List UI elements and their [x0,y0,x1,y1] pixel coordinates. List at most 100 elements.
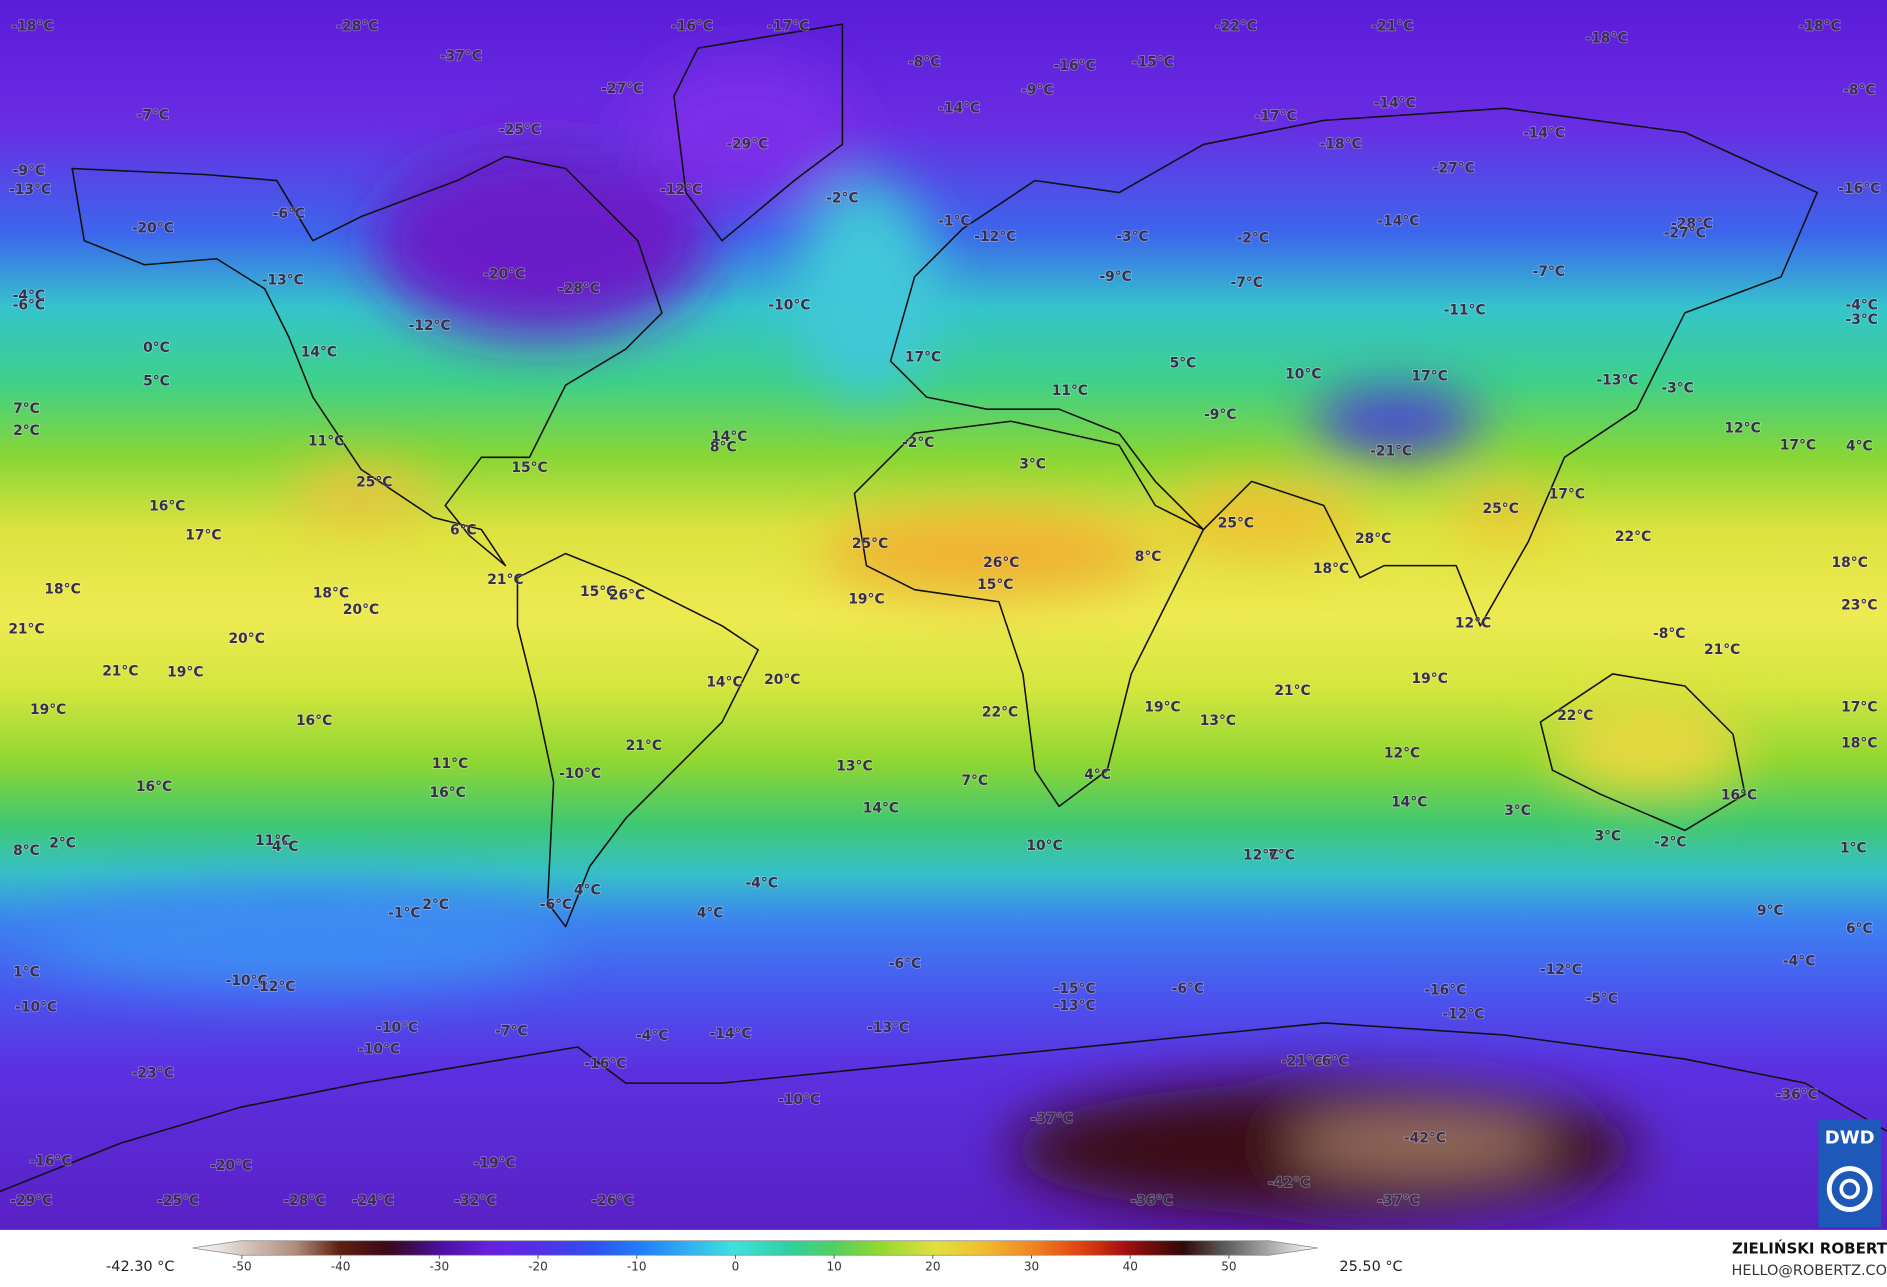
temperature-label: -10°C [226,973,268,989]
temperature-label: 11°C [432,756,468,772]
temperature-label: -16°C [1054,58,1096,74]
temperature-label: -19°C [474,1156,516,1172]
temperature-label: -10°C [358,1041,400,1057]
temperature-label: -7°C [137,108,169,124]
temperature-label: -7°C [1533,264,1565,280]
blob [1287,1113,1553,1174]
temperature-label: 6°C [450,523,477,539]
temperature-label: 20°C [343,602,379,618]
blob [36,890,566,987]
temperature-label: 8°C [13,843,40,859]
temperature-label: 7°C [961,773,988,789]
temperature-label: -28°C [1671,216,1713,232]
temperature-label: -14°C [1374,96,1416,112]
temperature-label: -12°C [253,979,295,995]
temperature-label: 8°C [1135,549,1162,565]
temperature-label: -13°C [867,1020,909,1036]
temperature-label: 4°C [1846,438,1873,454]
blob [637,60,855,205]
coastline [853,420,1205,808]
temperature-label: 20°C [229,631,265,647]
temperature-label: -18°C [1320,136,1362,152]
coastline [516,552,759,928]
temperature-label: -21°C [1370,443,1412,459]
temperature-label: -2°C [902,435,934,451]
temperature-label: -21°C [1281,1053,1323,1069]
temperature-label: 0°C [143,340,170,356]
temperature-label: -7°C [495,1023,527,1039]
coastline [889,107,1818,627]
temperature-label: 19°C [30,702,66,718]
temperature-label: -9°C [13,163,45,179]
temperature-label: -1°C [938,213,970,229]
temperature-label: 3°C [1594,828,1621,844]
temperature-label: -6°C [273,206,305,222]
temperature-label: -17°C [1255,109,1297,125]
temperature-label: -37°C [1377,1193,1419,1209]
temperature-label: -32°C [454,1193,496,1209]
temperature-label: 10°C [1285,366,1321,382]
temperature-label: -14°C [1377,213,1419,229]
temperature-label: -7°C [1231,275,1263,291]
temperature-label: -4°C [636,1028,668,1044]
temperature-label: -9°C [1021,82,1053,98]
temperature-label: -20°C [210,1158,252,1174]
temperature-label: 17°C [1780,437,1816,453]
temperature-label: -29°C [726,136,768,152]
colorbar-tick-label: -10 [627,1260,647,1274]
colorbar-tick-label: -30 [429,1260,449,1274]
temperature-label: 17°C [1841,700,1877,716]
temperature-label: -42°C [1404,1130,1446,1146]
temperature-label: 17°C [1549,487,1585,503]
temperature-label: -23°C [132,1065,174,1081]
temperature-label: -20°C [483,266,525,282]
temperature-label: 21°C [487,572,523,588]
temperature-label: -25°C [499,122,541,138]
temperature-label: -12°C [974,229,1016,245]
temperature-label: -20°C [132,221,174,237]
logo-mark [1826,1166,1873,1212]
temperature-label: -28°C [558,281,600,297]
blob [1167,481,1360,554]
temperature-label: -12°C [1442,1007,1484,1023]
author: ZIELIŃSKI ROBERT [1732,1239,1887,1258]
temperature-label: 21°C [1704,642,1740,658]
temperature-label: 17°C [905,349,941,365]
temperature-label: -22°C [1215,18,1257,34]
temperature-label: 3°C [1019,457,1046,473]
temperature-label: 18°C [313,585,349,601]
temperature-label: -12°C [660,182,702,198]
colorbar-tick-label: 40 [1123,1260,1138,1274]
temperature-label: 21°C [626,738,662,754]
blob [794,180,939,398]
temperature-label: -37°C [1031,1111,1073,1127]
temperature-label: 11°C [1052,383,1088,399]
temperature-label: 9°C [1757,903,1784,919]
temperature-label: -6°C [13,298,45,314]
temperature-label: 14°C [1391,795,1427,811]
temperature-label: -12°C [1540,962,1582,978]
temperature-label: 4°C [272,839,299,855]
temperature-label: -8°C [908,55,940,71]
temperature-label: -18°C [1799,18,1841,34]
blob [1456,487,1553,536]
temperature-label: -21°C [1371,18,1413,34]
temperature-label: -16°C [1838,181,1880,197]
temperature-label: 10°C [1026,838,1062,854]
temperature-label: -27°C [601,81,643,97]
temperature-label: -25°C [157,1193,199,1209]
field-base [0,0,1887,1230]
temperature-label: -14°C [1523,126,1565,142]
temperature-label: 25°C [1483,501,1519,517]
colorbar-tick-label: 50 [1221,1260,1236,1274]
colorbar-max: 25.50 °C [1339,1259,1402,1275]
temperature-label: 11°C [308,434,344,450]
temperature-label: -13°C [262,272,304,288]
temperature-label: -17°C [767,18,809,34]
temperature-label: 1°C [13,964,40,980]
temperature-label: -3°C [1846,312,1878,328]
temperature-label: -10°C [768,298,810,314]
temperature-label: -8°C [1653,626,1685,642]
